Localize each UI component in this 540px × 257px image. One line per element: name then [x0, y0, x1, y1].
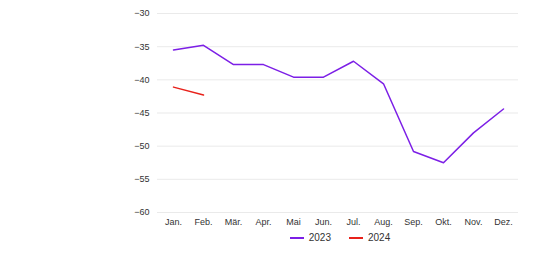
svg-text:Okt.: Okt.: [435, 217, 452, 227]
svg-text:Mär.: Mär.: [225, 217, 243, 227]
svg-text:−35: −35: [134, 42, 149, 52]
svg-text:Apr.: Apr.: [255, 217, 271, 227]
html-text:2024: 2024: [368, 232, 391, 243]
svg-text:Jan.: Jan.: [165, 217, 182, 227]
svg-text:−55: −55: [134, 174, 149, 184]
svg-text:−45: −45: [134, 108, 149, 118]
svg-text:−40: −40: [134, 75, 149, 85]
svg-text:Jul.: Jul.: [346, 217, 360, 227]
svg-text:Nov.: Nov.: [465, 217, 483, 227]
svg-text:Jun.: Jun.: [315, 217, 332, 227]
svg-text:Aug.: Aug.: [374, 217, 393, 227]
svg-text:Dez.: Dez.: [494, 217, 513, 227]
svg-text:−50: −50: [134, 141, 149, 151]
svg-text:Mai: Mai: [286, 217, 301, 227]
html-text:2023: 2023: [308, 232, 331, 243]
svg-text:−30: −30: [134, 8, 149, 18]
svg-text:Sep.: Sep.: [404, 217, 423, 227]
svg-text:Feb.: Feb.: [194, 217, 212, 227]
svg-text:−60: −60: [134, 207, 149, 217]
